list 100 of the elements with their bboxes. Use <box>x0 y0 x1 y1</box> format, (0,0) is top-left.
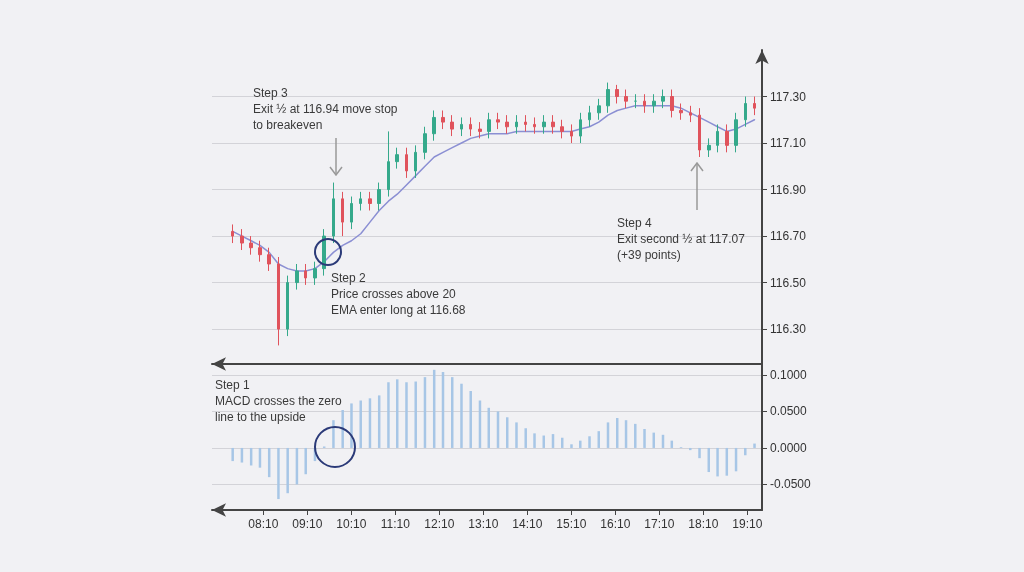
x-tick-label: 15:10 <box>556 517 587 531</box>
candlestick <box>515 114 518 135</box>
x-tick-label: 17:10 <box>644 517 675 531</box>
candlestick <box>423 126 427 160</box>
candlestick <box>725 123 729 153</box>
candlestick <box>450 114 454 137</box>
candlestick <box>267 247 271 272</box>
y-tick-label: 116.90 <box>770 182 807 197</box>
bar <box>387 382 390 448</box>
y-tick-label: 116.70 <box>770 229 807 244</box>
candlestick <box>432 109 436 142</box>
y-tick-label: 116.50 <box>770 275 807 290</box>
line-series <box>231 105 756 272</box>
candlestick <box>359 191 362 211</box>
candlestick <box>716 123 719 153</box>
y-tick-label: 117.30 <box>770 89 807 104</box>
candlestick <box>689 105 692 123</box>
candlestick <box>570 123 573 144</box>
bar <box>716 447 719 477</box>
candlestick <box>295 263 299 291</box>
candlestick <box>560 119 564 139</box>
candlestick <box>533 116 536 135</box>
bar <box>414 381 417 448</box>
x-tick-label: 14:10 <box>512 517 543 531</box>
candlestick <box>258 240 262 263</box>
x-tick-label: 19:10 <box>732 517 763 531</box>
x-tick-label: 12:10 <box>424 517 455 531</box>
candlestick <box>624 89 628 109</box>
candlestick <box>478 121 482 139</box>
bar <box>332 420 335 448</box>
candlestick <box>597 98 601 121</box>
bar <box>698 447 701 459</box>
bar <box>515 422 518 448</box>
candlestick <box>698 107 701 158</box>
bar <box>359 400 362 448</box>
candlestick <box>414 144 417 179</box>
y-tick-label: -0.0500 <box>770 477 812 492</box>
candlestick <box>231 223 234 244</box>
candlestick <box>579 112 582 144</box>
candlestick <box>744 96 747 128</box>
bar <box>304 447 307 475</box>
candlestick <box>524 114 527 132</box>
annotation: Step 3 Exit ½ at 116.94 move stop to breakeven <box>253 86 398 132</box>
candlestick <box>405 147 408 179</box>
bar <box>579 440 582 448</box>
x-tick-label: 13:10 <box>468 517 499 531</box>
candlestick <box>313 261 317 286</box>
candlestick <box>387 130 390 198</box>
candlestick <box>615 84 619 104</box>
candlestick <box>707 137 711 158</box>
candlestick <box>277 256 280 346</box>
candlestick <box>496 112 500 130</box>
x-tick-label: 18:10 <box>688 517 719 531</box>
y-tick-label: 117.10 <box>770 136 807 151</box>
bar <box>341 409 344 448</box>
candlestick <box>643 93 646 114</box>
bar <box>405 382 408 448</box>
candlestick <box>551 114 555 135</box>
candlestick <box>350 196 353 230</box>
bar <box>533 433 536 448</box>
x-tick-label: 16:10 <box>600 517 631 531</box>
candlestick <box>652 93 656 114</box>
x-tick-label: 10:10 <box>336 517 367 531</box>
candlestick <box>542 114 546 135</box>
candlestick <box>469 116 472 137</box>
x-tick-label: 11:10 <box>380 517 411 531</box>
bar <box>277 447 280 500</box>
bar <box>460 383 463 448</box>
candlestick <box>588 105 591 128</box>
candlestick <box>368 191 372 211</box>
candlestick <box>460 116 463 137</box>
candlestick <box>286 275 289 337</box>
bar <box>469 391 472 448</box>
candlestick <box>249 235 253 256</box>
bar <box>231 447 234 462</box>
bar <box>350 403 353 448</box>
candlestick <box>377 182 381 211</box>
x-tick-label: 08:10 <box>248 517 279 531</box>
candlestick <box>734 112 738 153</box>
bar <box>570 444 573 448</box>
candlestick <box>441 109 445 130</box>
bar <box>634 423 637 448</box>
candlestick <box>670 89 674 118</box>
bar <box>524 428 527 448</box>
bar <box>744 447 747 456</box>
candlestick <box>505 114 509 135</box>
candlestick <box>304 263 307 286</box>
bar <box>588 436 591 448</box>
candlestick <box>679 103 683 121</box>
bar <box>643 428 646 448</box>
candlestick <box>332 182 335 244</box>
y-tick-label: 0.0500 <box>770 404 808 419</box>
candlestick <box>395 147 399 170</box>
bar <box>286 447 289 494</box>
annotation: Step 2 Price crosses above 20 EMA enter long at 116.68 <box>331 271 466 317</box>
candlestick <box>341 191 344 237</box>
annotation: Step 1 MACD crosses the zero line to the upside <box>215 378 343 424</box>
candlestick <box>240 228 244 251</box>
annotation: Step 4 Exit second ½ at 117.07 (+39 points) <box>617 216 746 262</box>
bar <box>689 447 692 451</box>
